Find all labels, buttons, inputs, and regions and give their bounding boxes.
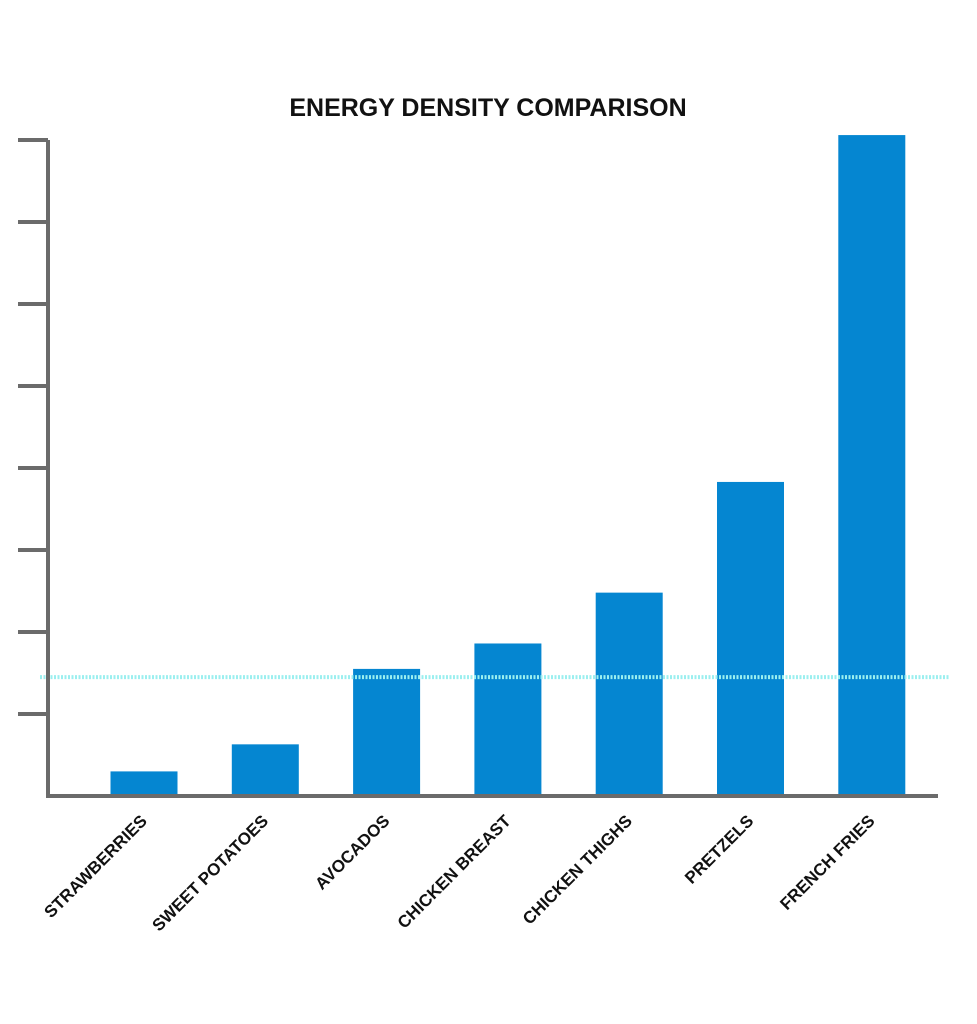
x-tick-label: STRAWBERRIES [41, 811, 151, 921]
bar-french-fries [838, 135, 906, 796]
x-tick-label: AVOCADOS [311, 811, 393, 893]
bar-avocados [353, 668, 421, 796]
chart-title: ENERGY DENSITY COMPARISON [289, 94, 686, 122]
x-tick-label: FRENCH FRIES [776, 811, 878, 913]
bar-chicken-breast [474, 643, 542, 796]
bar-chicken-thighs [595, 592, 663, 796]
bar-strawberries [110, 771, 178, 796]
x-tick-label: CHICKEN THIGHS [519, 811, 636, 928]
bar-sweet-potatoes [231, 744, 299, 796]
bars [110, 135, 906, 796]
y-axis-ticks [18, 138, 48, 716]
x-tick-label: PRETZELS [681, 811, 757, 887]
bar-pretzels [717, 481, 784, 796]
x-tick-label: SWEET POTATOES [148, 811, 272, 935]
x-tick-label: CHICKEN BREAST [394, 811, 515, 932]
